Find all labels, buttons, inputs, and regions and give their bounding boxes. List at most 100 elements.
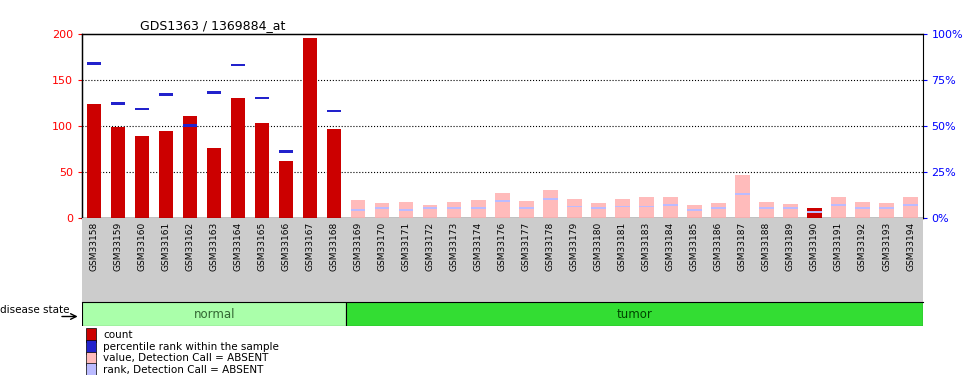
Bar — [711, 207, 725, 209]
Bar — [591, 203, 606, 217]
Text: GSM33179: GSM33179 — [570, 222, 579, 271]
Text: rank, Detection Call = ABSENT: rank, Detection Call = ABSENT — [103, 365, 264, 375]
Bar — [375, 203, 389, 217]
Bar — [327, 129, 341, 218]
Bar — [567, 199, 582, 217]
Text: GSM33188: GSM33188 — [762, 222, 771, 271]
Bar — [519, 201, 533, 217]
Bar — [855, 202, 869, 217]
Bar — [447, 202, 462, 217]
Bar — [543, 198, 557, 200]
Bar — [615, 199, 630, 217]
Bar — [327, 110, 341, 112]
Bar — [664, 204, 677, 206]
Text: GSM33170: GSM33170 — [378, 222, 386, 271]
Bar — [207, 148, 221, 217]
Bar — [783, 204, 798, 218]
Text: GSM33164: GSM33164 — [234, 222, 242, 271]
Text: normal: normal — [193, 308, 235, 321]
Bar — [279, 150, 294, 153]
Bar — [447, 207, 462, 209]
Bar — [399, 202, 413, 217]
Text: GSM33165: GSM33165 — [258, 222, 267, 271]
Bar — [86, 340, 97, 354]
Bar — [783, 207, 798, 209]
Text: GSM33158: GSM33158 — [90, 222, 99, 271]
Text: GSM33159: GSM33159 — [114, 222, 123, 271]
Bar — [808, 211, 822, 213]
Bar — [879, 207, 894, 209]
Text: GSM33178: GSM33178 — [546, 222, 554, 271]
Text: GDS1363 / 1369884_at: GDS1363 / 1369884_at — [140, 19, 285, 32]
Text: disease state: disease state — [0, 305, 70, 315]
Bar — [86, 352, 97, 365]
Text: GSM33177: GSM33177 — [522, 222, 531, 271]
Text: GSM33173: GSM33173 — [450, 222, 459, 271]
Bar — [87, 104, 101, 218]
Bar — [423, 205, 438, 218]
Bar — [351, 200, 365, 217]
Text: GSM33189: GSM33189 — [786, 222, 795, 271]
Bar — [231, 98, 245, 218]
Bar — [832, 204, 845, 206]
Bar — [567, 206, 582, 207]
Bar — [346, 302, 923, 326]
Bar — [496, 193, 509, 217]
Text: GSM33192: GSM33192 — [858, 222, 867, 271]
Bar — [591, 207, 606, 209]
Bar — [543, 190, 557, 217]
Bar — [159, 93, 173, 96]
Bar — [711, 203, 725, 217]
Bar — [471, 207, 486, 209]
Text: GSM33193: GSM33193 — [882, 222, 891, 271]
Bar — [135, 108, 150, 111]
Bar — [759, 207, 774, 209]
Text: GSM33194: GSM33194 — [906, 222, 915, 271]
Text: GSM33166: GSM33166 — [282, 222, 291, 271]
Text: GSM33186: GSM33186 — [714, 222, 723, 271]
Bar — [808, 209, 822, 218]
Text: GSM33169: GSM33169 — [354, 222, 363, 271]
Bar — [279, 162, 294, 218]
Text: GSM33167: GSM33167 — [305, 222, 315, 271]
Bar — [399, 209, 413, 211]
Text: GSM33190: GSM33190 — [810, 222, 819, 271]
Bar — [255, 123, 270, 218]
Bar — [471, 200, 486, 217]
Text: GSM33185: GSM33185 — [690, 222, 699, 271]
Text: GSM33161: GSM33161 — [161, 222, 171, 271]
Bar — [82, 302, 346, 326]
Text: GSM33181: GSM33181 — [618, 222, 627, 271]
Bar — [903, 204, 918, 206]
Bar — [86, 363, 97, 375]
Text: GSM33176: GSM33176 — [497, 222, 507, 271]
Bar — [183, 116, 197, 218]
Bar — [759, 202, 774, 217]
Text: GSM33180: GSM33180 — [594, 222, 603, 271]
Bar — [664, 197, 677, 217]
Text: GSM33191: GSM33191 — [834, 222, 843, 271]
Bar — [519, 207, 533, 209]
Bar — [687, 209, 701, 211]
Bar — [159, 131, 173, 218]
Text: GSM33183: GSM33183 — [641, 222, 651, 271]
Bar — [255, 97, 270, 99]
Bar — [496, 200, 509, 202]
Text: GSM33163: GSM33163 — [210, 222, 218, 271]
Bar — [615, 206, 630, 207]
Bar — [639, 197, 654, 217]
Text: GSM33160: GSM33160 — [137, 222, 147, 271]
Text: GSM33168: GSM33168 — [329, 222, 339, 271]
Bar — [207, 91, 221, 94]
Text: value, Detection Call = ABSENT: value, Detection Call = ABSENT — [103, 353, 269, 363]
Text: count: count — [103, 330, 132, 340]
Text: GSM33162: GSM33162 — [185, 222, 195, 271]
Bar — [639, 206, 654, 207]
Text: GSM33187: GSM33187 — [738, 222, 747, 271]
Bar — [111, 102, 126, 105]
Bar — [111, 126, 126, 218]
Bar — [687, 205, 701, 218]
Bar — [231, 64, 245, 66]
Bar — [86, 328, 97, 342]
Text: GSM33171: GSM33171 — [402, 222, 411, 271]
